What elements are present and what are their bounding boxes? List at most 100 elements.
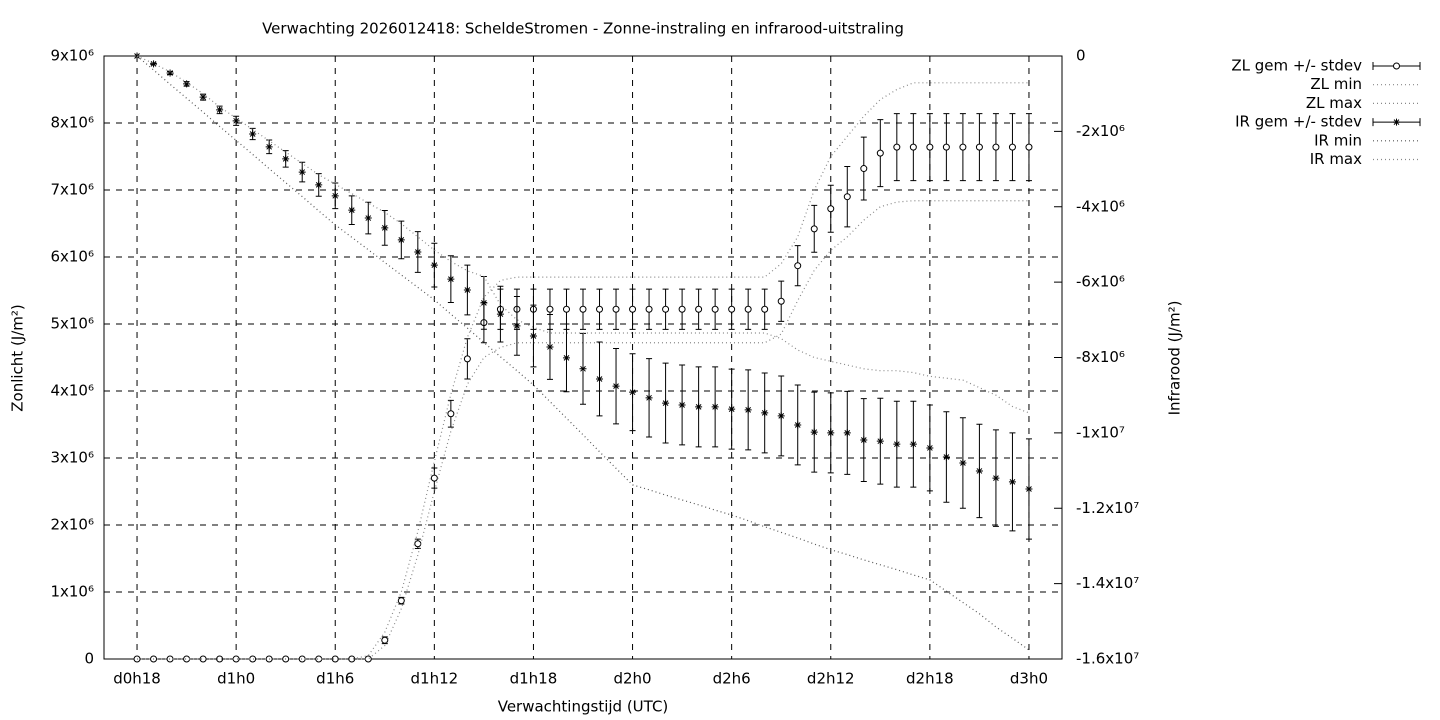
y2-tick-label: -6x10⁶ [1076,273,1125,291]
data-point [909,440,917,448]
y-tick-label: 9x10⁶ [50,47,94,65]
x-tick-label: d1h18 [510,670,558,688]
y2-tick-label: -1.2x10⁷ [1076,499,1139,517]
data-point [662,305,670,313]
data-point [992,474,1000,482]
data-point [612,305,620,313]
data-point [298,655,306,663]
data-point [199,93,207,101]
data-point [199,655,207,663]
data-point [496,310,504,318]
data-point [513,322,521,330]
range-line [136,55,1030,651]
y-tick-label: 2x10⁶ [50,516,94,534]
y2-tick-label: -1.4x10⁷ [1076,574,1139,592]
data-point [728,305,736,313]
data-point [744,305,752,313]
y2-tick-label: -2x10⁶ [1076,122,1125,140]
data-point [414,248,422,256]
data-point [629,388,637,396]
data-point [430,474,438,482]
data-point [992,143,1000,151]
data-point [381,224,389,232]
data-point [876,437,884,445]
x-tick-label: d0h18 [113,670,161,688]
data-point [364,214,372,222]
data-point [777,412,785,420]
legend-marker [1393,118,1400,126]
y2-tick-label: -8x10⁶ [1076,348,1125,366]
legend-marker [1393,62,1400,70]
data-point [612,382,620,390]
data-point [860,165,868,173]
y2-tick-label: 0 [1076,47,1086,65]
y2-tick-label: -4x10⁶ [1076,197,1125,215]
data-point [794,421,802,429]
x-tick-label: d2h0 [613,670,651,688]
data-point [794,262,802,270]
data-point [463,355,471,363]
y-axis-label: Zonlicht (J/m²) [9,304,27,412]
data-point [1008,143,1016,151]
y2-tick-label: -1.6x10⁷ [1076,650,1139,668]
x-tick-label: d2h18 [906,670,954,688]
data-point [249,130,257,138]
data-point [645,305,653,313]
data-point [282,155,290,163]
data-point [216,106,224,114]
data-point [645,394,653,402]
data-point [843,429,851,437]
plot-border [103,55,1063,660]
data-point [860,436,868,444]
y-tick-label: 1x10⁶ [50,583,94,601]
data-point [810,428,818,436]
data-point [1025,143,1033,151]
data-point [893,143,901,151]
range-line [137,82,1029,660]
data-point [728,405,736,413]
data-point [695,305,703,313]
x-axis-label: Verwachtingstijd (UTC) [498,698,669,716]
data-point [546,305,554,313]
y-tick-label: 7x10⁶ [50,181,94,199]
x-tick-label: d3h0 [1010,670,1048,688]
data-point [629,305,637,313]
data-point [810,225,818,233]
x-tick-label: d2h12 [807,670,855,688]
x-tick-label: d2h6 [713,670,751,688]
data-point [414,540,422,548]
data-point [942,453,950,461]
data-point [711,403,719,411]
data-point [579,365,587,373]
legend-label: IR max [1310,150,1362,168]
data-point [662,399,670,407]
data-point [579,305,587,313]
data-point [315,655,323,663]
data-point [926,444,934,452]
data-point [562,305,570,313]
data-point [183,655,191,663]
data-point [348,655,356,663]
data-point [166,69,174,77]
data-point [463,286,471,294]
data-point [761,409,769,417]
data-point [926,143,934,151]
data-point [298,168,306,176]
data-point [480,299,488,307]
data-point [562,354,570,362]
data-point [843,193,851,201]
data-point [447,410,455,418]
y-tick-label: 6x10⁶ [50,248,94,266]
data-point [777,297,785,305]
data-point [893,440,901,448]
range-line [136,55,1030,414]
legend-label: ZL max [1306,94,1362,112]
data-point [166,655,174,663]
data-point [447,275,455,283]
data-point [942,143,950,151]
data-point [744,406,752,414]
data-point [761,305,769,313]
data-point [331,655,339,663]
data-point [975,143,983,151]
data-point [546,343,554,351]
